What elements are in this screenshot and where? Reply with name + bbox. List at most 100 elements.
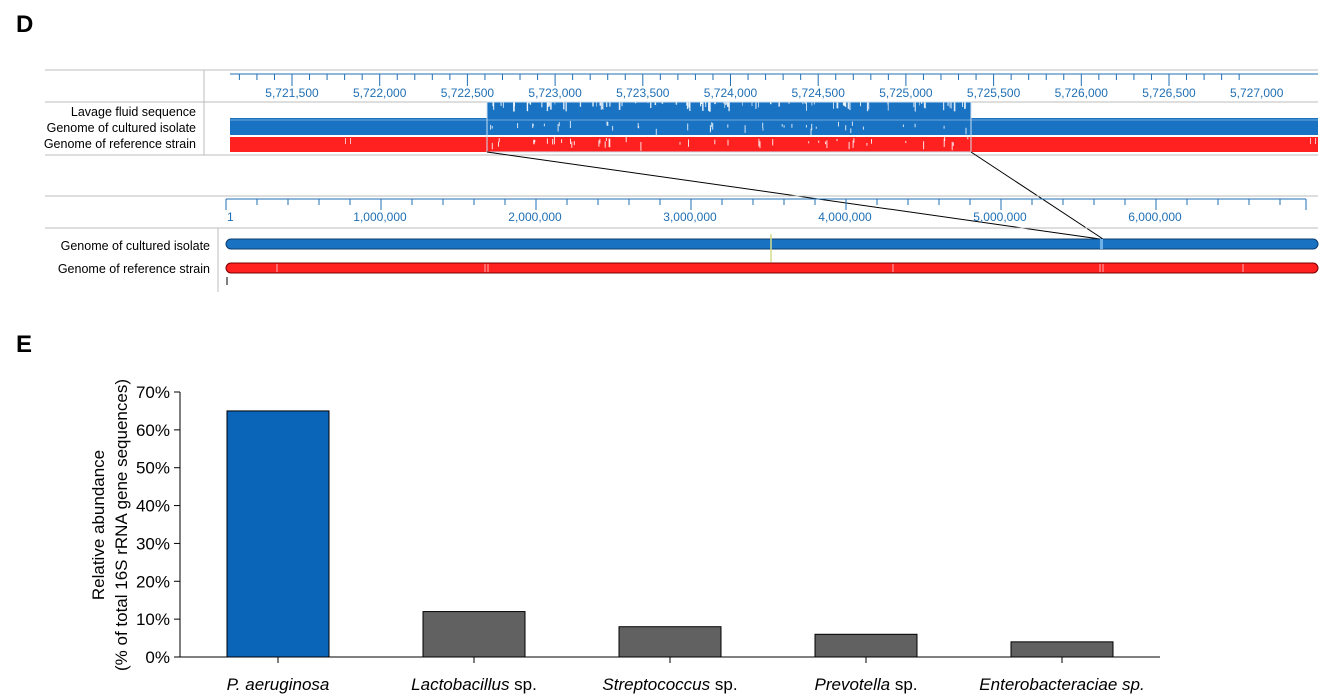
lavage-gap	[725, 102, 727, 106]
isolate-zoom-gap	[558, 122, 560, 127]
lavage-gap	[866, 102, 869, 112]
reference-whole-marks	[276, 264, 1244, 272]
panel-d-letter: D	[16, 11, 33, 38]
whole-tick-labels: 1 1,000,000 2,000,000 3,000,000 4,000,000 5,0…	[227, 210, 1182, 224]
lavage-gap	[755, 102, 757, 109]
y-tick-label: 10%	[136, 610, 170, 629]
isolate-zoom-gap	[783, 125, 785, 128]
isolate-zoom-gap	[744, 125, 746, 133]
isolate-zoom-gap	[762, 122, 764, 129]
lavage-gap	[811, 102, 813, 106]
lavage-gap	[964, 102, 966, 109]
isolate-zoom-gap	[845, 125, 847, 131]
lavage-gap	[500, 102, 502, 106]
lavage-gap	[788, 102, 790, 104]
lavage-gap	[705, 102, 707, 107]
zoom-tick-label: 5,723,500	[616, 86, 670, 100]
lavage-gap	[647, 102, 649, 104]
whole-tick-label: 4,000,000	[818, 210, 872, 224]
track-label-reference-whole: Genome of reference strain	[58, 262, 210, 276]
lavage-gap	[600, 102, 602, 110]
isolate-zoom-gap	[543, 123, 545, 127]
reference-zoom-gaps	[345, 137, 1316, 151]
lavage-gap	[661, 102, 664, 104]
isolate-zoom-gap	[781, 124, 783, 127]
isolate-zoom-gap	[606, 121, 608, 126]
lavage-gap	[527, 102, 529, 112]
isolate-zoom-gap	[811, 123, 813, 131]
lavage-gap	[962, 102, 963, 107]
y-tick-label: 20%	[136, 572, 170, 591]
lavage-gap	[513, 102, 515, 107]
isolate-zoom-gap	[637, 122, 639, 129]
reference-zoom-gap	[546, 138, 548, 144]
category-label: Streptococcus sp.	[602, 675, 737, 694]
reference-zoom-gap	[871, 139, 872, 144]
y-axis-label-line2: (% of total 16S rRNA gene sequences)	[112, 379, 131, 671]
lavage-gap	[686, 102, 689, 110]
reference-zoom-gap	[944, 137, 946, 142]
lavage-gap	[887, 102, 889, 105]
category-label: Prevotella sp.	[814, 675, 917, 694]
isolate-zoom-gap	[655, 128, 657, 136]
reference-zoom-gap	[640, 141, 642, 151]
category-label: Enterobacteraciae sp.	[979, 675, 1144, 694]
isolate-zoom-gap	[490, 124, 492, 130]
lavage-gap	[654, 102, 657, 106]
lavage-gap	[802, 102, 804, 105]
lavage-gap	[548, 102, 551, 107]
reference-zoom-gap	[608, 138, 610, 148]
y-tick-label: 70%	[136, 383, 170, 402]
reference-zoom-gap	[598, 140, 600, 147]
lavage-gap	[565, 102, 567, 112]
isolate-zoom-gap	[762, 128, 764, 131]
isolate-zoom-gap	[517, 123, 519, 129]
lavage-gap	[530, 102, 532, 105]
reference-zoom-gap	[727, 139, 729, 146]
reference-zoom-gap	[943, 138, 945, 148]
reference-zoom-gap	[491, 142, 493, 150]
zoom-tick-label: 5,723,000	[528, 86, 582, 100]
track-label-lavage: Lavage fluid sequence	[71, 105, 196, 119]
lavage-coverage-gaps	[492, 102, 966, 112]
track-label-isolate-whole: Genome of cultured isolate	[61, 239, 210, 253]
y-tick-label: 50%	[136, 459, 170, 478]
lavage-gap	[770, 102, 772, 105]
lavage-gap	[947, 102, 949, 106]
lavage-gap	[923, 102, 925, 108]
lavage-gap	[650, 102, 652, 108]
category-label: Lactobacillus sp.	[411, 675, 537, 694]
isolate-zoom-track	[230, 118, 1318, 135]
reference-zoom-gap	[345, 138, 346, 144]
lavage-gap	[675, 102, 678, 105]
lavage-gap	[714, 102, 716, 105]
reference-zoom-gap	[604, 141, 606, 148]
isolate-zoom-gap	[532, 123, 534, 127]
lavage-gap	[836, 102, 839, 109]
whole-tick-label: 5,000,000	[973, 210, 1027, 224]
track-label-reference-zoom: Genome of reference strain	[44, 137, 196, 151]
abundance-bar-chart: 0% 10% 20% 30% 40% 50% 60% 70% P. aeruginosa Lac…	[89, 379, 1160, 694]
lavage-gap	[919, 102, 920, 106]
lavage-gap	[592, 102, 594, 107]
lavage-gap	[700, 102, 702, 107]
isolate-zoom-gap	[612, 125, 614, 131]
lavage-gap	[758, 102, 759, 108]
whole-tick-label: 1	[227, 210, 234, 224]
reference-zoom-gap	[1310, 138, 1311, 144]
reference-zoom-gap	[561, 139, 563, 143]
y-axis: 0% 10% 20% 30% 40% 50% 60% 70%	[136, 383, 181, 667]
zoom-tick-label: 5,724,500	[792, 86, 846, 100]
lavage-gap	[924, 102, 926, 109]
lavage-gap	[742, 102, 743, 106]
lavage-gap	[953, 102, 956, 112]
lavage-gap	[709, 102, 711, 112]
lavage-gap	[554, 102, 556, 105]
lavage-gap	[943, 102, 945, 111]
lavage-gap	[634, 102, 637, 104]
lavage-gap	[700, 102, 703, 104]
bar-3	[814, 633, 918, 658]
reference-zoom-gap	[498, 141, 499, 147]
reference-zoom-gap	[836, 138, 838, 142]
lavage-gap	[493, 102, 495, 110]
